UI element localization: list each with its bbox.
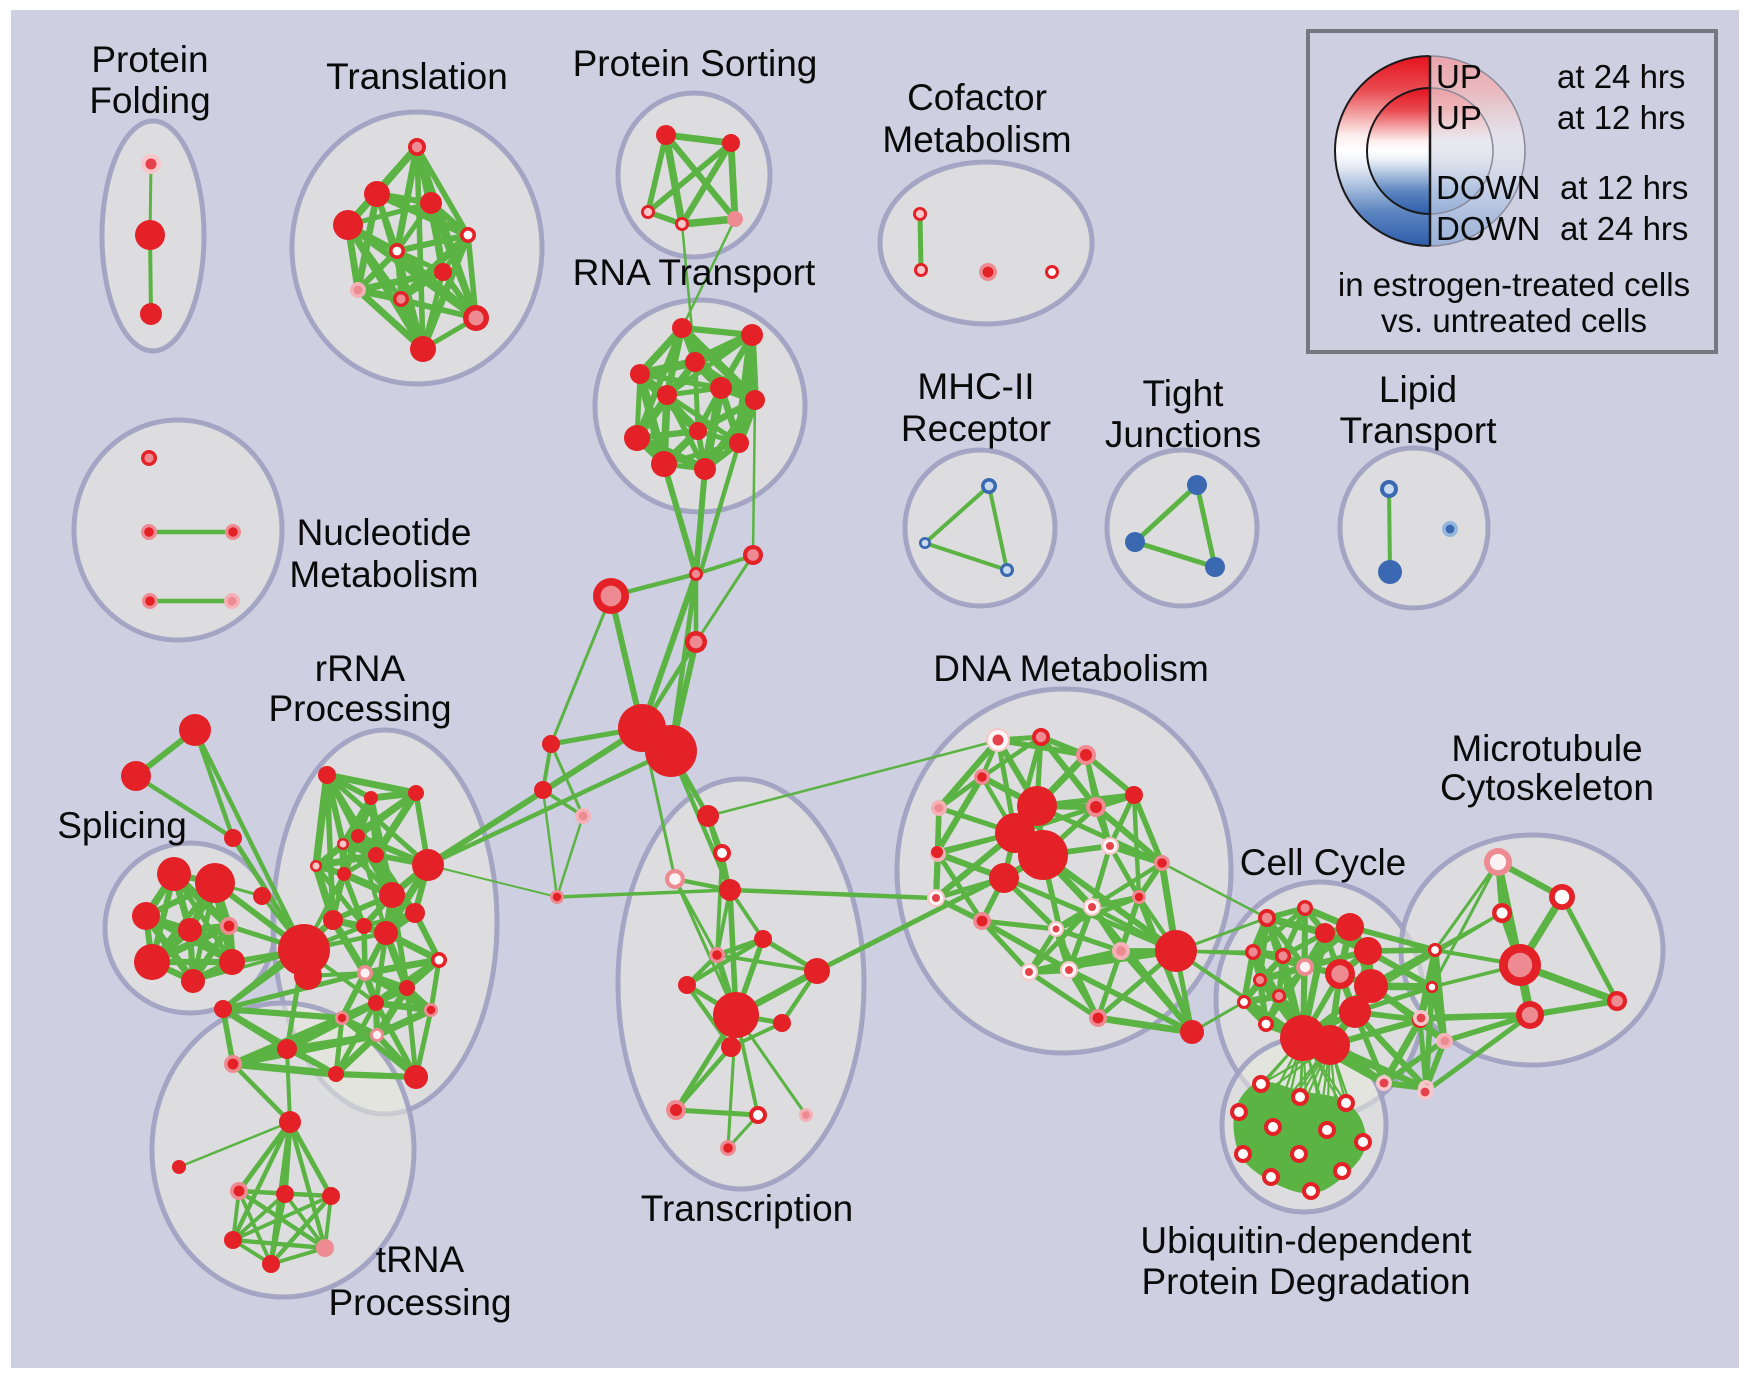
svg-text:Nucleotide: Nucleotide <box>297 512 472 553</box>
svg-text:Transcription: Transcription <box>641 1188 853 1229</box>
svg-text:at 24 hrs: at 24 hrs <box>1560 210 1688 247</box>
svg-text:Translation: Translation <box>326 56 508 97</box>
svg-text:Junctions: Junctions <box>1105 414 1261 455</box>
svg-text:Tight: Tight <box>1143 373 1225 414</box>
svg-text:at 12 hrs: at 12 hrs <box>1560 169 1688 206</box>
svg-text:Cytoskeleton: Cytoskeleton <box>1440 767 1654 808</box>
svg-text:DOWN: DOWN <box>1436 169 1540 206</box>
svg-text:Receptor: Receptor <box>901 408 1051 449</box>
svg-text:DOWN: DOWN <box>1436 210 1540 247</box>
svg-text:rRNA: rRNA <box>315 648 406 689</box>
svg-text:Transport: Transport <box>1340 410 1498 451</box>
svg-text:Protein Sorting: Protein Sorting <box>573 43 818 84</box>
svg-text:at 24 hrs: at 24 hrs <box>1557 58 1685 95</box>
svg-text:Ubiquitin-dependent: Ubiquitin-dependent <box>1140 1220 1472 1261</box>
svg-text:Protein Degradation: Protein Degradation <box>1141 1261 1470 1302</box>
svg-text:MHC-II: MHC-II <box>917 366 1034 407</box>
svg-text:Processing: Processing <box>268 688 451 729</box>
svg-text:Cofactor: Cofactor <box>907 77 1047 118</box>
svg-text:UP: UP <box>1436 99 1482 136</box>
svg-text:UP: UP <box>1436 58 1482 95</box>
svg-text:vs. untreated cells: vs. untreated cells <box>1381 302 1647 339</box>
svg-text:Cell Cycle: Cell Cycle <box>1240 842 1407 883</box>
svg-text:RNA Transport: RNA Transport <box>573 252 816 293</box>
svg-text:Processing: Processing <box>328 1282 511 1323</box>
svg-text:Metabolism: Metabolism <box>289 554 478 595</box>
svg-text:at 12 hrs: at 12 hrs <box>1557 99 1685 136</box>
svg-text:Splicing: Splicing <box>57 805 187 846</box>
svg-text:Microtubule: Microtubule <box>1451 728 1642 769</box>
svg-text:Folding: Folding <box>89 80 210 121</box>
svg-text:Metabolism: Metabolism <box>882 119 1071 160</box>
svg-text:DNA Metabolism: DNA Metabolism <box>933 648 1209 689</box>
svg-text:Protein: Protein <box>91 39 208 80</box>
svg-text:Lipid: Lipid <box>1379 369 1457 410</box>
svg-text:in estrogen-treated cells: in estrogen-treated cells <box>1338 266 1690 303</box>
svg-text:tRNA: tRNA <box>376 1239 465 1280</box>
